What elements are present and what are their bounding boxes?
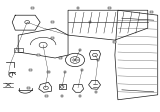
Bar: [96, 59, 99, 61]
Bar: [59, 84, 66, 89]
Bar: [29, 69, 32, 71]
Bar: [150, 11, 153, 13]
Bar: [51, 21, 54, 23]
Bar: [31, 8, 34, 9]
Bar: [88, 21, 91, 23]
Bar: [108, 8, 111, 9]
Bar: [37, 54, 40, 56]
Bar: [61, 95, 64, 97]
Bar: [59, 57, 61, 59]
Bar: [79, 95, 81, 97]
Bar: [27, 87, 30, 89]
Bar: [95, 91, 97, 93]
Bar: [51, 37, 54, 39]
Bar: [79, 49, 81, 51]
Bar: [113, 41, 116, 43]
Bar: [45, 95, 48, 97]
Bar: [64, 71, 67, 73]
Bar: [47, 71, 50, 73]
Bar: [80, 69, 83, 71]
Bar: [77, 8, 80, 9]
